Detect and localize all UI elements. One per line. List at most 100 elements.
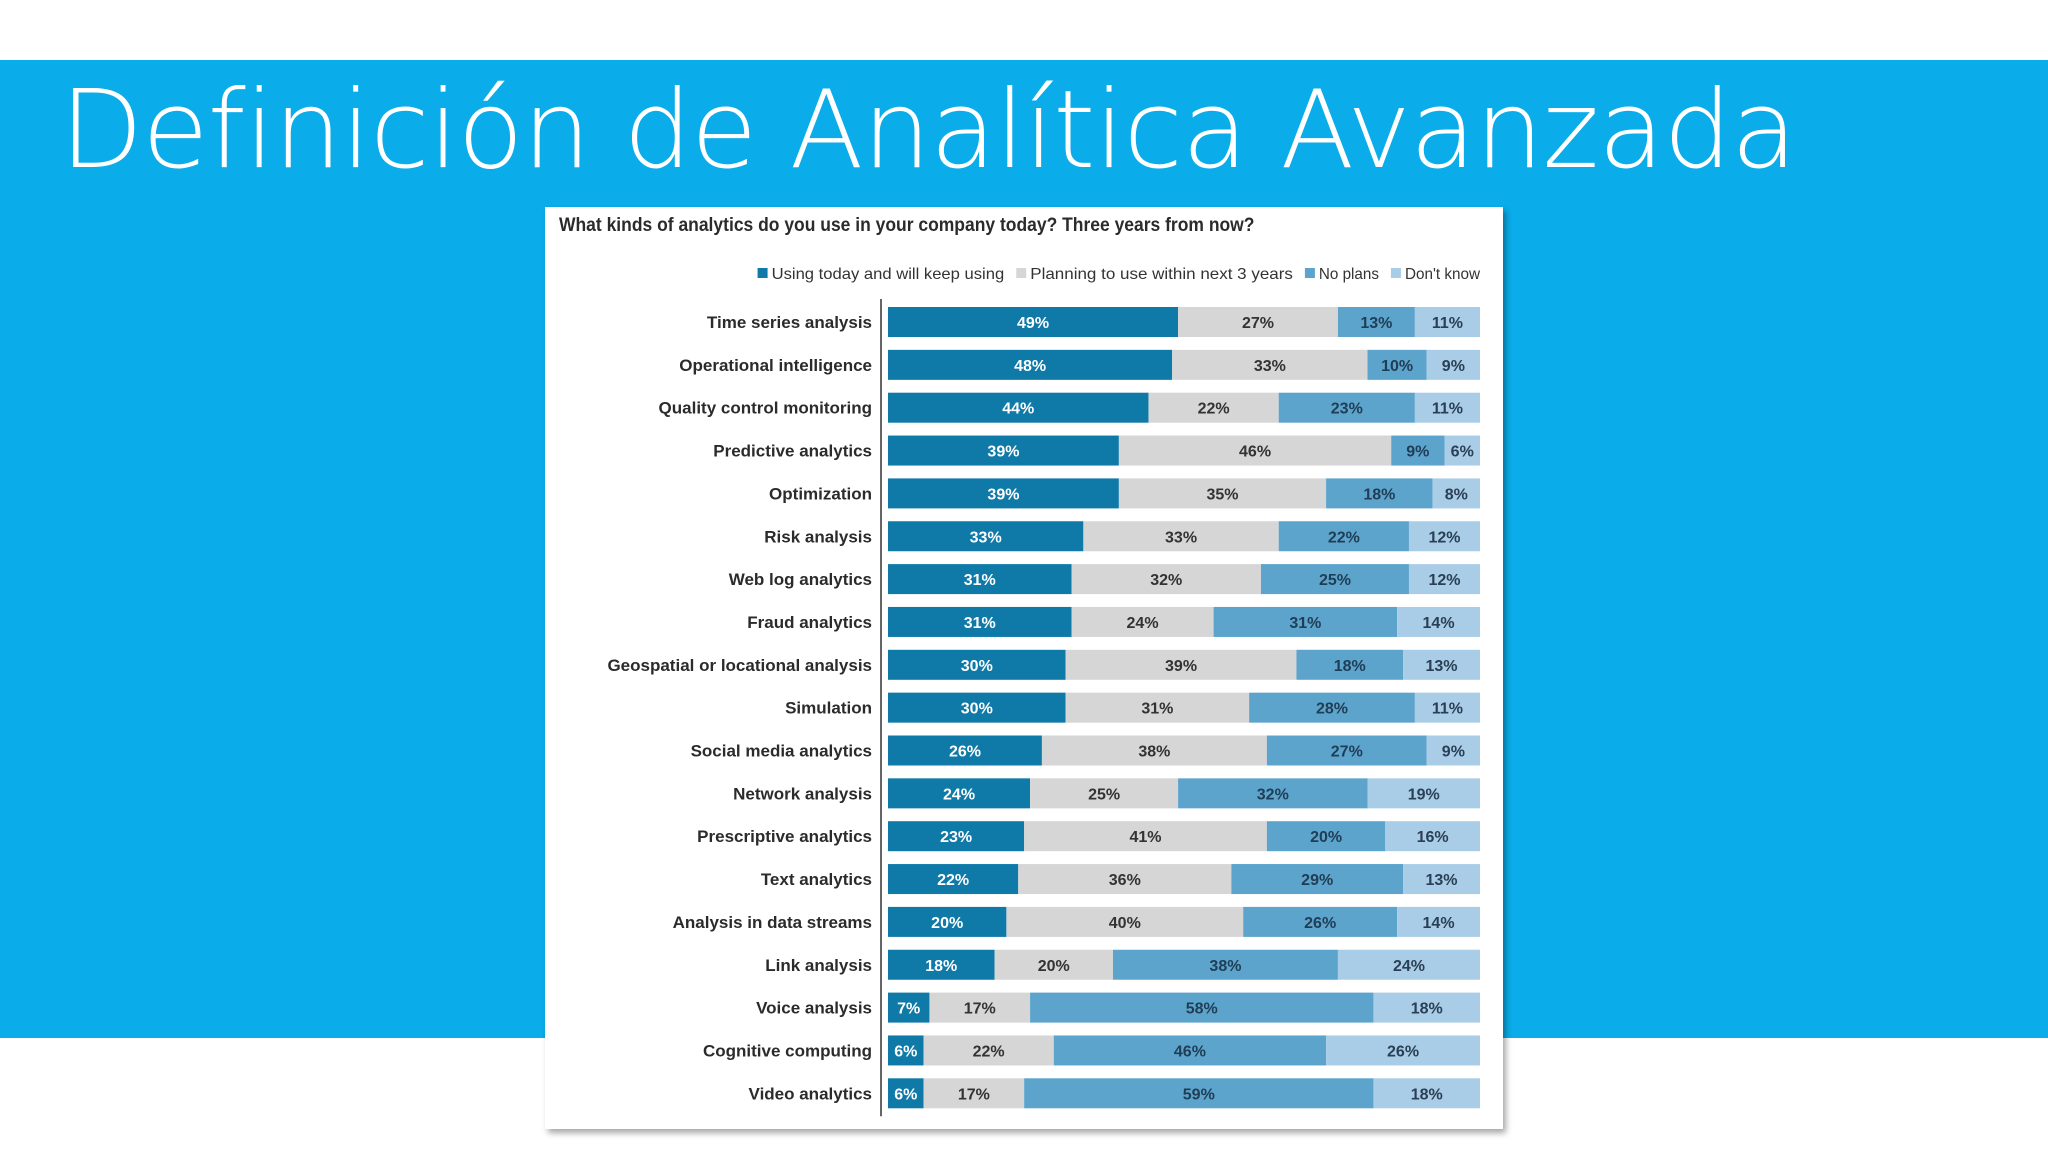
data-label: 27%	[1242, 315, 1274, 332]
category-label: Cognitive computing	[703, 1041, 872, 1060]
data-label: 39%	[987, 486, 1019, 503]
bar-segment-no-plans	[1030, 992, 1374, 1023]
bar-row-social-media-analytics: Social media analytics 26% 38% 27% 9%	[691, 735, 1480, 766]
data-label: 28%	[1316, 701, 1348, 718]
bar-segment-no-plans	[1296, 649, 1404, 680]
data-label: 59%	[1183, 1086, 1215, 1103]
data-label: 46%	[1174, 1043, 1206, 1060]
bar-segment-don-t-know	[1414, 692, 1480, 723]
data-label: 20%	[931, 915, 963, 932]
category-label: Time series analysis	[707, 313, 872, 332]
bar-segment-no-plans	[1266, 735, 1427, 766]
data-label: 9%	[1406, 444, 1429, 461]
bar-row-optimization: Optimization 39% 35% 18% 8%	[769, 478, 1480, 509]
bar-segment-using-today-and-will-keep-using	[888, 606, 1072, 637]
bar-segment-no-plans	[1278, 392, 1415, 423]
bar-segment-planning-to-use-within-next-3-years	[1071, 606, 1214, 637]
data-label: 20%	[1310, 829, 1342, 846]
data-label: 12%	[1428, 572, 1460, 589]
bar-segment-don-t-know	[1367, 778, 1480, 809]
data-label: 18%	[1411, 1001, 1443, 1018]
data-label: 10%	[1381, 358, 1413, 375]
data-label: 33%	[1254, 358, 1286, 375]
bar-segment-no-plans	[1326, 478, 1433, 509]
data-label: 31%	[964, 615, 996, 632]
bar-segment-no-plans	[1213, 606, 1398, 637]
category-label: Fraud analytics	[747, 613, 872, 632]
data-label: 11%	[1432, 315, 1463, 332]
chart-legend: Don't know No plans Planning to use within…	[757, 266, 1480, 283]
data-label: 19%	[1408, 786, 1440, 803]
data-label: 31%	[964, 572, 996, 589]
bar-segment-don-t-know	[1444, 435, 1480, 466]
category-label: Predictive analytics	[713, 442, 872, 461]
data-label: 29%	[1301, 872, 1333, 889]
category-label: Operational intelligence	[679, 356, 872, 375]
data-label: 17%	[958, 1086, 990, 1103]
data-label: 48%	[1014, 358, 1046, 375]
data-label: 14%	[1423, 915, 1455, 932]
bar-segment-using-today-and-will-keep-using	[888, 906, 1007, 937]
bar-segment-don-t-know	[1397, 906, 1480, 937]
data-label: 44%	[1002, 401, 1034, 418]
data-label: 25%	[1088, 786, 1120, 803]
data-label: 32%	[1257, 786, 1289, 803]
data-label: 12%	[1428, 529, 1460, 546]
bar-segment-don-t-know	[1403, 864, 1480, 895]
legend-swatch-planning-to-use-within-next-3-years	[1016, 268, 1027, 278]
bar-row-link-analysis: Link analysis 18% 20% 38% 24%	[765, 949, 1480, 980]
bar-segment-using-today-and-will-keep-using	[888, 349, 1173, 380]
data-label: 13%	[1426, 658, 1458, 675]
bar-row-video-analytics: Video analytics 6% 17% 59% 18%	[749, 1078, 1480, 1109]
data-label: 22%	[1198, 401, 1230, 418]
bar-row-operational-intelligence: Operational intelligence 48% 33% 10% 9%	[679, 349, 1480, 380]
bar-segment-using-today-and-will-keep-using	[888, 692, 1066, 723]
bar-segment-planning-to-use-within-next-3-years	[1006, 906, 1244, 937]
chart-card: What kinds of analytics do you use in yo…	[545, 207, 1503, 1129]
bar-segment-no-plans	[1337, 307, 1415, 337]
legend-label-using-today-and-will-keep-using: Using today and will keep using	[772, 266, 1005, 283]
bar-segment-planning-to-use-within-next-3-years	[1172, 349, 1368, 380]
data-label: 14%	[1423, 615, 1455, 632]
bar-row-analysis-in-data-streams: Analysis in data streams 20% 40% 26% 14%	[673, 906, 1480, 937]
bar-segment-don-t-know	[1385, 821, 1480, 852]
bar-segment-using-today-and-will-keep-using	[888, 992, 930, 1023]
data-label: 8%	[1445, 486, 1468, 503]
data-label: 23%	[940, 829, 972, 846]
bar-segment-no-plans	[1112, 949, 1338, 980]
bar-segment-using-today-and-will-keep-using	[888, 864, 1019, 895]
data-label: 9%	[1442, 358, 1465, 375]
bar-segment-using-today-and-will-keep-using	[888, 778, 1031, 809]
bar-segment-using-today-and-will-keep-using	[888, 564, 1072, 595]
bar-segment-using-today-and-will-keep-using	[888, 949, 995, 980]
bar-segment-don-t-know	[1373, 1078, 1480, 1109]
data-label: 22%	[1328, 529, 1360, 546]
bar-row-web-log-analytics: Web log analytics 31% 32% 25% 12%	[729, 564, 1480, 595]
data-label: 31%	[1141, 701, 1173, 718]
data-label: 49%	[1017, 315, 1049, 332]
bar-segment-planning-to-use-within-next-3-years	[1083, 521, 1279, 552]
data-label: 9%	[1442, 744, 1465, 761]
data-label: 6%	[894, 1043, 917, 1060]
category-label: Text analytics	[761, 870, 872, 889]
data-label: 26%	[1387, 1043, 1419, 1060]
bar-segment-planning-to-use-within-next-3-years	[1118, 435, 1392, 466]
data-label: 39%	[1165, 658, 1197, 675]
data-label: 11%	[1432, 701, 1463, 718]
data-label: 30%	[961, 658, 993, 675]
data-label: 33%	[970, 529, 1002, 546]
bar-segment-don-t-know	[1426, 735, 1480, 766]
bar-segment-using-today-and-will-keep-using	[888, 1078, 924, 1109]
bar-segment-don-t-know	[1373, 992, 1480, 1023]
bar-segment-planning-to-use-within-next-3-years	[923, 1035, 1054, 1066]
bar-segment-don-t-know	[1408, 521, 1480, 552]
category-label: Prescriptive analytics	[697, 827, 872, 846]
category-label: Voice analysis	[756, 999, 872, 1018]
data-label: 16%	[1417, 829, 1449, 846]
data-label: 46%	[1239, 444, 1271, 461]
bar-segment-don-t-know	[1337, 949, 1480, 980]
data-label: 11%	[1432, 401, 1463, 418]
bar-segment-planning-to-use-within-next-3-years	[1118, 478, 1327, 509]
bar-segment-no-plans	[1249, 692, 1415, 723]
bar-row-quality-control-monitoring: Quality control monitoring 44% 22% 23% 11%	[659, 392, 1480, 423]
